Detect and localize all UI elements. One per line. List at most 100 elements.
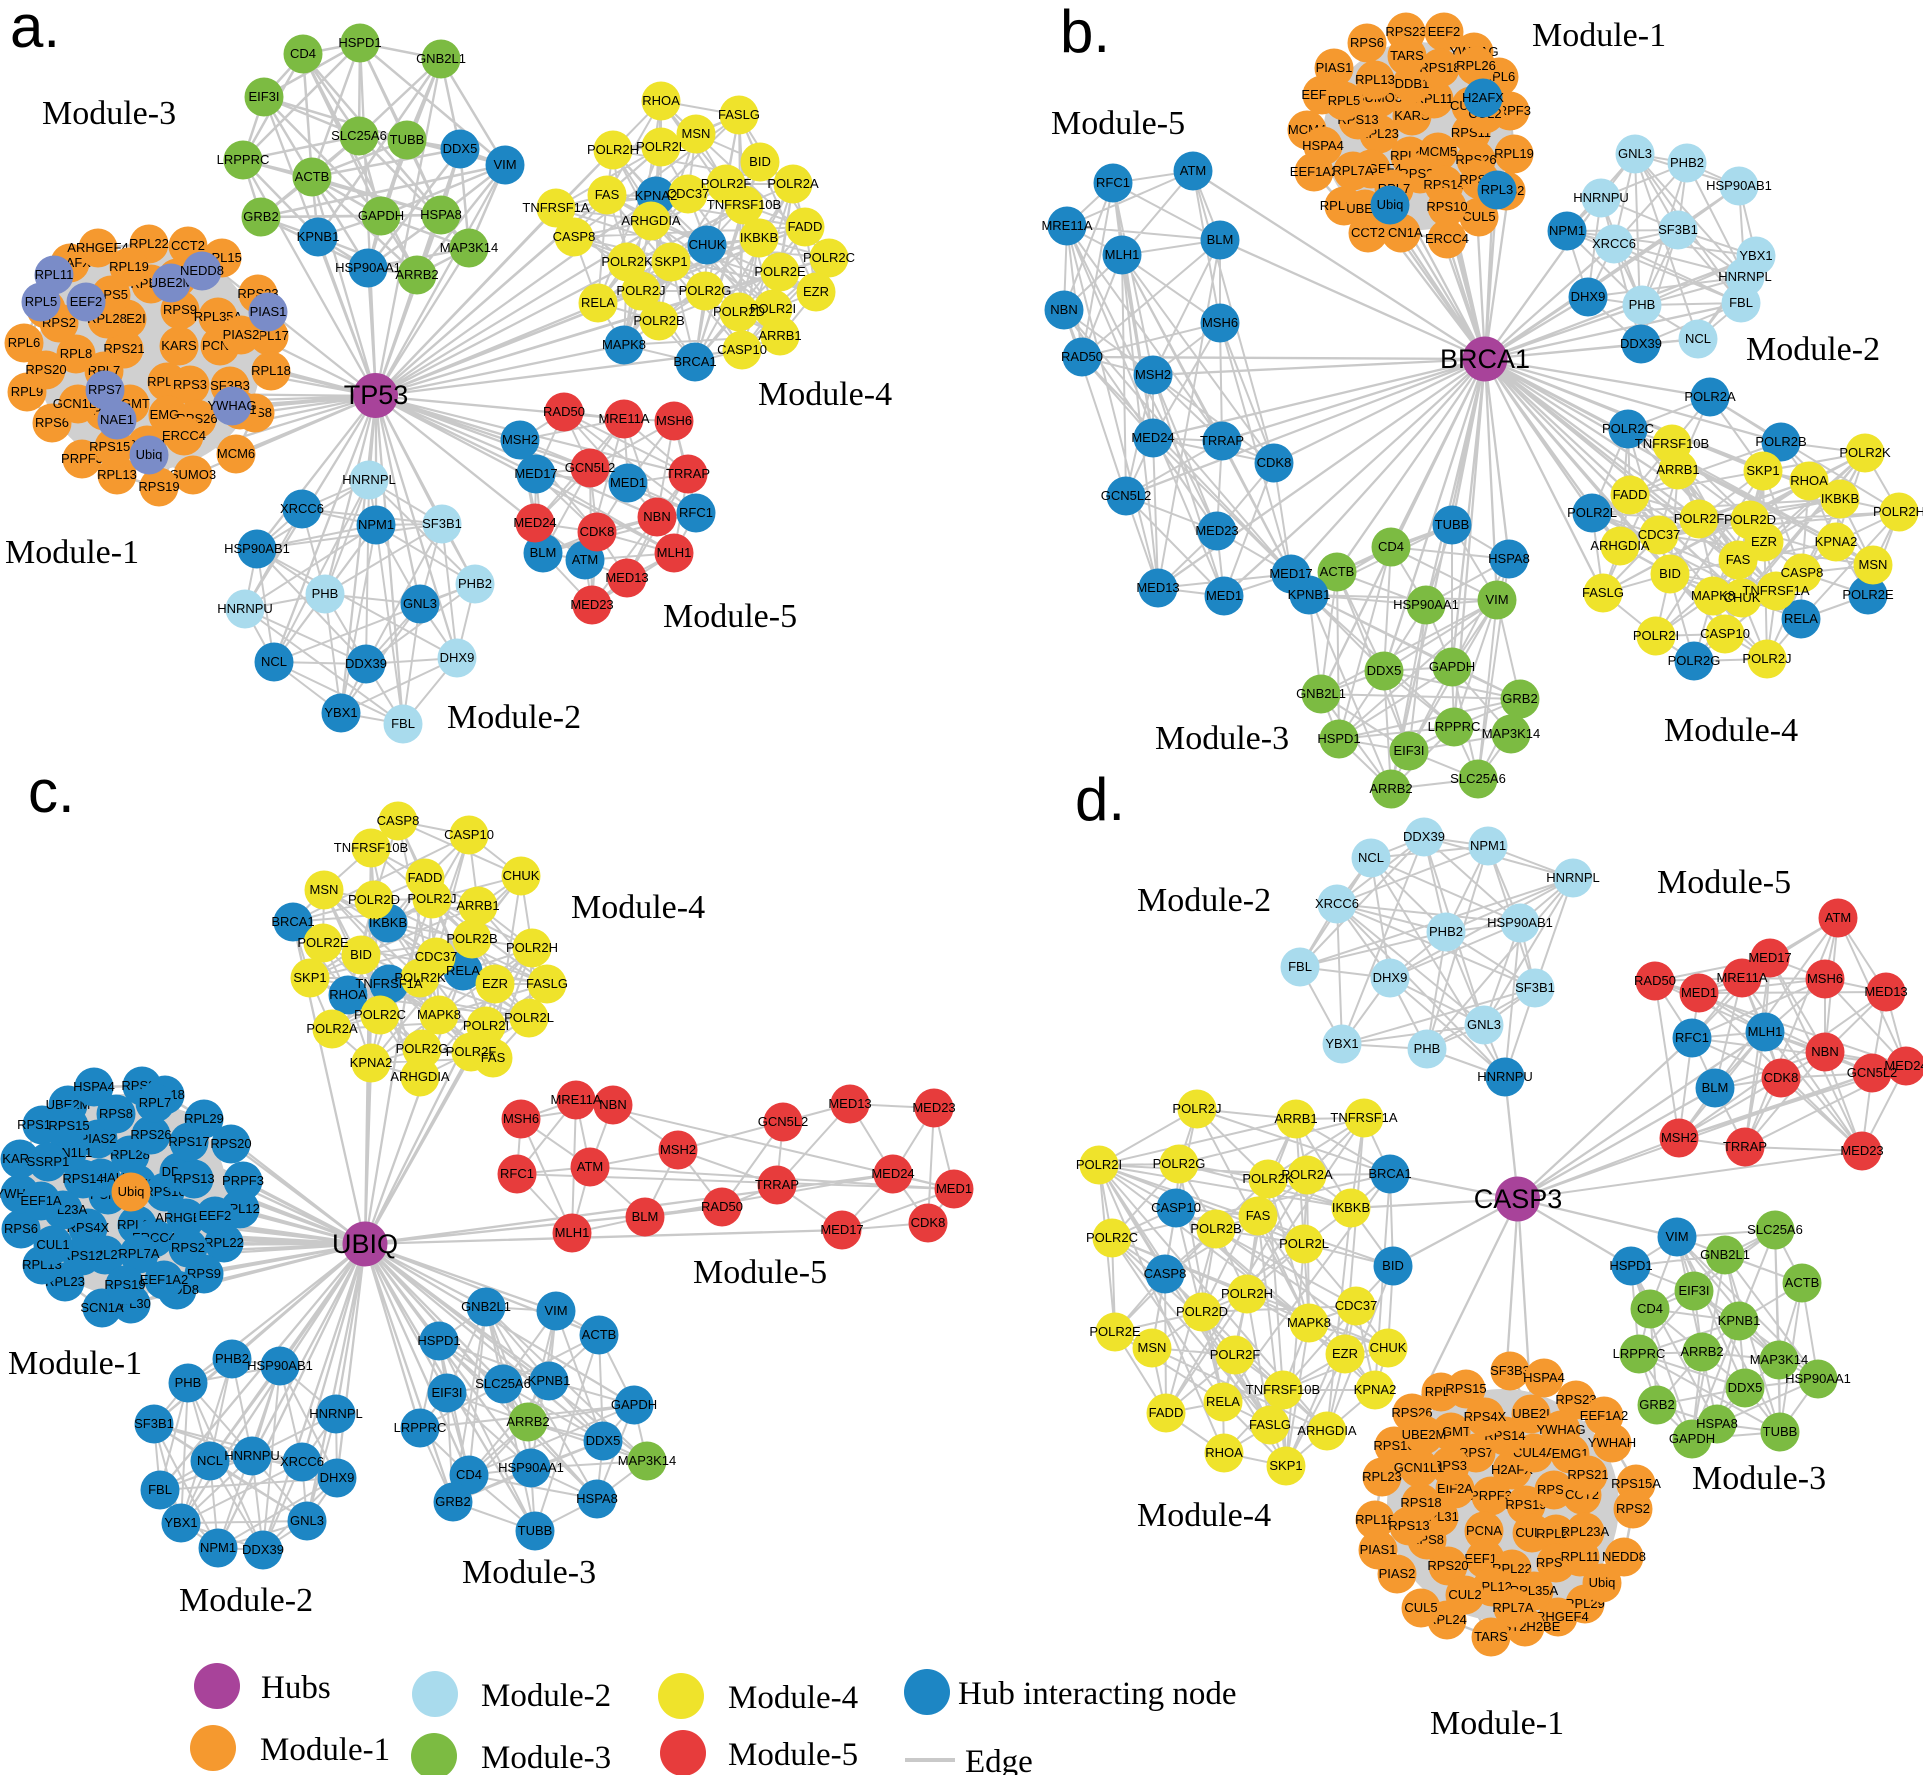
- svg-text:TNFRSF1A: TNFRSF1A: [522, 200, 590, 215]
- svg-text:RPL5: RPL5: [1328, 93, 1361, 108]
- svg-text:RPS7: RPS7: [88, 382, 122, 397]
- svg-text:Hub interacting node: Hub interacting node: [958, 1676, 1237, 1712]
- svg-text:HSPA8: HSPA8: [420, 207, 462, 222]
- svg-text:RFC1: RFC1: [1675, 1030, 1709, 1045]
- svg-text:MSH6: MSH6: [503, 1111, 539, 1126]
- svg-text:MRE11A: MRE11A: [1041, 218, 1092, 233]
- svg-text:CUL2: CUL2: [1448, 1587, 1481, 1602]
- svg-text:KPNA2: KPNA2: [350, 1055, 393, 1070]
- svg-text:EEF1A2: EEF1A2: [140, 1272, 188, 1287]
- svg-text:GRB2: GRB2: [1639, 1397, 1674, 1412]
- svg-text:Module-2: Module-2: [447, 699, 581, 736]
- svg-text:HNRNPU: HNRNPU: [217, 601, 273, 616]
- svg-text:HSPA8: HSPA8: [1696, 1416, 1738, 1431]
- svg-text:POLR2D: POLR2D: [1176, 1304, 1228, 1319]
- svg-text:PCNA: PCNA: [1466, 1523, 1502, 1538]
- svg-text:PHB2: PHB2: [1429, 924, 1463, 939]
- svg-text:ARRB2: ARRB2: [395, 267, 438, 282]
- svg-text:RHOA: RHOA: [329, 987, 367, 1002]
- svg-text:Module-2: Module-2: [481, 1678, 611, 1714]
- svg-text:Module-1: Module-1: [1532, 17, 1666, 54]
- svg-text:RELA: RELA: [581, 295, 615, 310]
- svg-text:RPS6: RPS6: [4, 1221, 38, 1236]
- svg-text:RPS3: RPS3: [173, 377, 207, 392]
- svg-text:GCN5L2: GCN5L2: [1847, 1065, 1898, 1080]
- svg-text:RPS15A: RPS15A: [1611, 1476, 1661, 1491]
- svg-text:TNFRSF1A: TNFRSF1A: [1330, 1110, 1398, 1125]
- svg-text:CDC37: CDC37: [415, 949, 458, 964]
- svg-text:EEF1A2: EEF1A2: [1580, 1408, 1628, 1423]
- svg-text:POLR2I: POLR2I: [463, 1018, 509, 1033]
- svg-text:KPNB1: KPNB1: [297, 229, 340, 244]
- svg-text:RPL11: RPL11: [1561, 1549, 1600, 1564]
- svg-text:YWHAH: YWHAH: [1588, 1435, 1636, 1450]
- svg-text:MED13: MED13: [1864, 984, 1907, 999]
- svg-text:YBX1: YBX1: [164, 1515, 197, 1530]
- svg-text:RPS2: RPS2: [171, 1240, 205, 1255]
- svg-text:POLR2J: POLR2J: [1172, 1101, 1221, 1116]
- svg-text:NBN: NBN: [1811, 1044, 1838, 1059]
- svg-text:ACTB: ACTB: [295, 169, 330, 184]
- svg-text:CUL4A: CUL4A: [1513, 1445, 1555, 1460]
- svg-text:RELA: RELA: [1206, 1394, 1240, 1409]
- svg-text:Hubs: Hubs: [261, 1670, 331, 1706]
- svg-text:POLR2G: POLR2G: [679, 283, 732, 298]
- svg-text:XRCC6: XRCC6: [280, 1454, 324, 1469]
- svg-text:NEDD8: NEDD8: [180, 263, 224, 278]
- svg-text:MED13: MED13: [828, 1096, 871, 1111]
- svg-text:GNL3: GNL3: [1467, 1017, 1501, 1032]
- svg-text:Module-5: Module-5: [1657, 864, 1791, 901]
- svg-text:RPS19: RPS19: [1505, 1497, 1546, 1512]
- svg-text:POLR2E: POLR2E: [754, 264, 806, 279]
- svg-text:SF3B1: SF3B1: [134, 1416, 174, 1431]
- svg-text:GRB2: GRB2: [1502, 691, 1537, 706]
- svg-text:NPM1: NPM1: [358, 517, 394, 532]
- svg-text:NPM1: NPM1: [1470, 838, 1506, 853]
- svg-text:ARHGDIA: ARHGDIA: [621, 213, 681, 228]
- svg-text:XRCC6: XRCC6: [1315, 896, 1359, 911]
- svg-text:EEF1A2: EEF1A2: [1290, 164, 1338, 179]
- svg-text:BID: BID: [749, 154, 771, 169]
- svg-text:ARRB1: ARRB1: [456, 898, 499, 913]
- svg-text:POLR2B: POLR2B: [446, 931, 497, 946]
- svg-text:EIF3I: EIF3I: [431, 1385, 462, 1400]
- svg-text:POLR2H: POLR2H: [1221, 1286, 1273, 1301]
- svg-text:NBN: NBN: [1050, 302, 1077, 317]
- svg-text:RPL6: RPL6: [8, 335, 41, 350]
- svg-text:POLR2K: POLR2K: [394, 970, 446, 985]
- svg-text:RPS15: RPS15: [48, 1118, 89, 1133]
- svg-text:FADD: FADD: [1149, 1405, 1184, 1420]
- svg-text:BLM: BLM: [530, 545, 557, 560]
- svg-text:MED1: MED1: [1681, 985, 1717, 1000]
- svg-text:DDX39: DDX39: [1403, 829, 1445, 844]
- svg-text:RPS8: RPS8: [99, 1106, 133, 1121]
- svg-text:GNB2L1: GNB2L1: [1700, 1247, 1750, 1262]
- svg-text:ARHGEF4: ARHGEF4: [67, 240, 128, 255]
- svg-text:BID: BID: [1382, 1258, 1404, 1273]
- svg-text:LRPPRC: LRPPRC: [1613, 1346, 1666, 1361]
- svg-text:CCT2: CCT2: [1351, 225, 1385, 240]
- svg-text:POLR2H: POLR2H: [587, 142, 639, 157]
- svg-text:RAD50: RAD50: [543, 404, 585, 419]
- svg-text:CASP10: CASP10: [444, 827, 494, 842]
- svg-text:Module-3: Module-3: [1155, 720, 1289, 757]
- svg-text:RAD50: RAD50: [1061, 349, 1103, 364]
- svg-text:POLR2G: POLR2G: [396, 1041, 449, 1056]
- svg-text:LRPPRC: LRPPRC: [1428, 719, 1481, 734]
- svg-text:CHUK: CHUK: [503, 868, 540, 883]
- svg-text:MRE11A: MRE11A: [1716, 970, 1767, 985]
- svg-text:SLC25A6: SLC25A6: [331, 128, 387, 143]
- svg-text:HSPA4: HSPA4: [1523, 1370, 1565, 1385]
- svg-text:RPS26: RPS26: [130, 1127, 171, 1142]
- svg-text:POLR2J: POLR2J: [1742, 651, 1791, 666]
- svg-text:TARS: TARS: [1474, 1629, 1508, 1644]
- svg-text:TNFRSF10B: TNFRSF10B: [707, 197, 781, 212]
- svg-text:ACTB: ACTB: [1320, 564, 1355, 579]
- svg-text:ERCC4: ERCC4: [162, 428, 206, 443]
- svg-text:MSH2: MSH2: [660, 1142, 696, 1157]
- svg-text:RPL7A: RPL7A: [1492, 1600, 1534, 1615]
- svg-text:d.: d.: [1075, 766, 1125, 833]
- svg-text:SF3B1: SF3B1: [422, 516, 462, 531]
- svg-text:RPL7A: RPL7A: [1332, 163, 1374, 178]
- svg-text:KPNB1: KPNB1: [1288, 587, 1331, 602]
